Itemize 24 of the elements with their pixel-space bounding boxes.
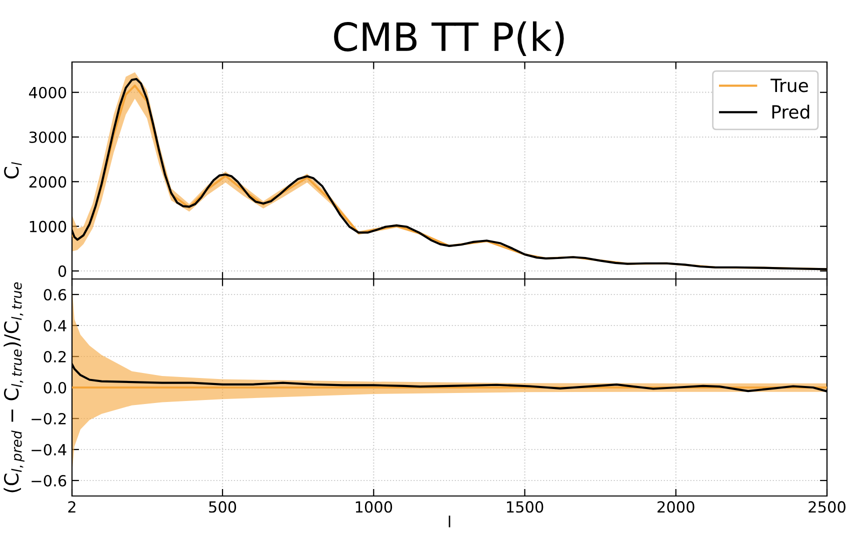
y-axis-title: C$_{l}$ <box>4 162 22 178</box>
x-tick-label: 2 <box>68 501 76 512</box>
x-axis-title: l <box>448 516 450 528</box>
y-tick-label: −0.6 <box>32 474 66 487</box>
y-tick-label: −0.2 <box>32 412 66 425</box>
y-tick-label: 2000 <box>29 176 66 188</box>
y-tick-label: 0.6 <box>44 288 66 301</box>
y-tick-label: −0.4 <box>32 444 66 456</box>
x-tick-label: 1000 <box>356 501 392 513</box>
chart-title: CMB TT P(k) <box>334 21 564 56</box>
y-tick-label: 0 <box>58 265 66 277</box>
y-tick-label: 0.0 <box>44 382 66 394</box>
legend-label: True <box>770 78 808 92</box>
y-tick-label: 3000 <box>29 131 66 144</box>
x-tick-label: 2500 <box>808 501 846 513</box>
y-tick-label: 4000 <box>29 86 66 98</box>
y-axis-title: (C$_{l,pred}$ − C$_{l,true}$)/C$_{l,true}$ <box>4 282 24 492</box>
x-tick-label: 1500 <box>506 501 544 513</box>
x-tick-label: 2000 <box>658 501 694 513</box>
legend-label: Pred <box>772 104 810 119</box>
y-tick-label: 0.4 <box>44 320 66 332</box>
y-tick-label: 1000 <box>30 220 66 232</box>
y-tick-label: 0.2 <box>44 350 66 363</box>
x-tick-label: 500 <box>209 501 236 513</box>
